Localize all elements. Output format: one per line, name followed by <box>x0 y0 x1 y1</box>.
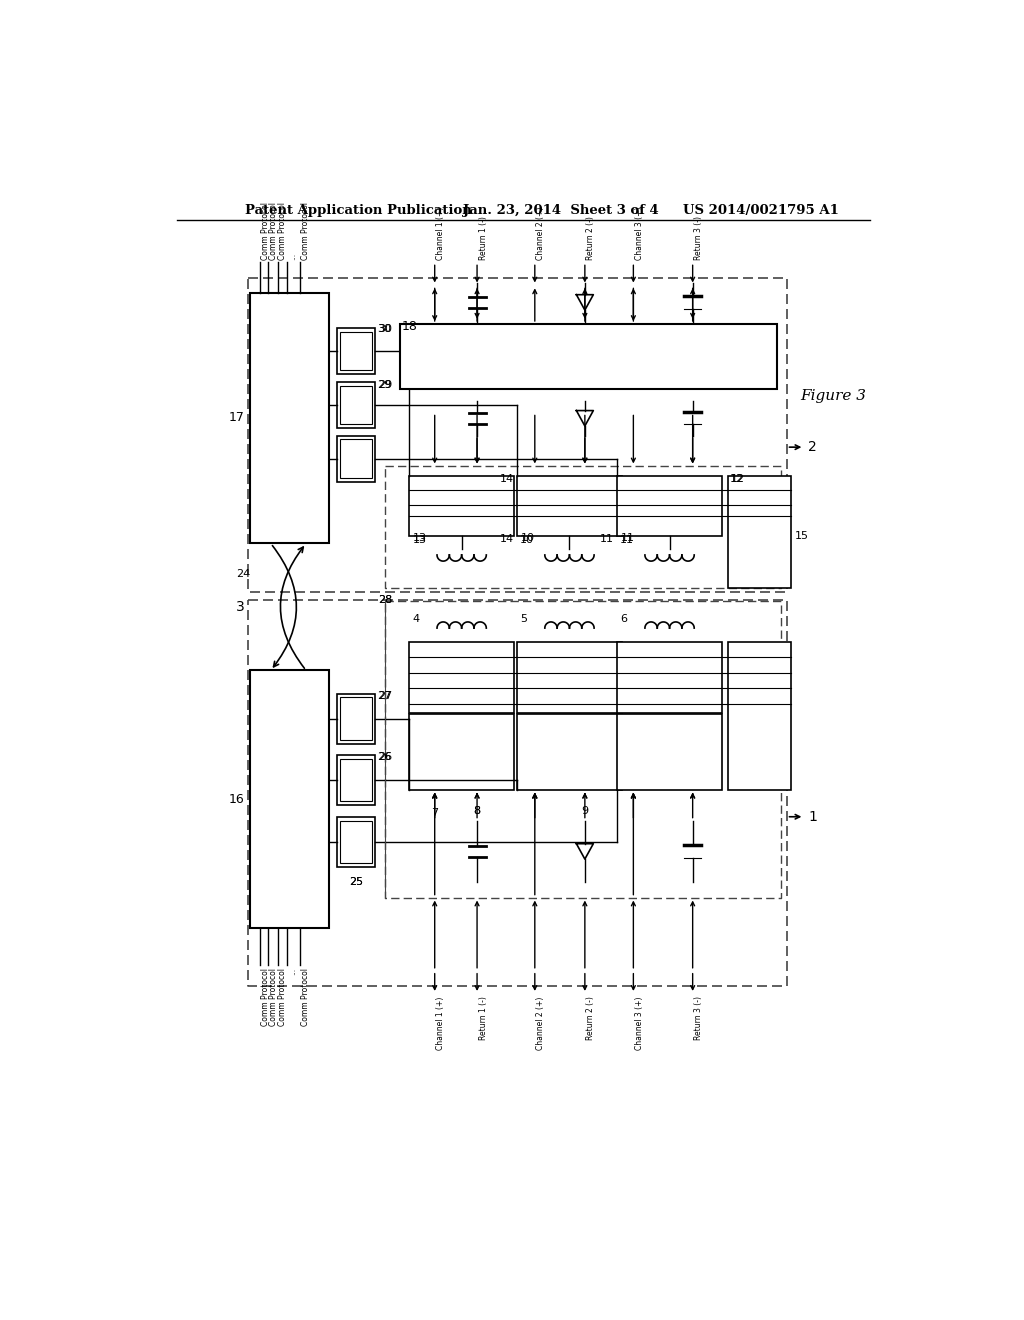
Text: 12: 12 <box>731 474 745 483</box>
Text: 29: 29 <box>377 380 391 389</box>
Text: 3: 3 <box>237 601 245 614</box>
Text: 15: 15 <box>795 531 809 541</box>
Bar <box>410 477 514 536</box>
Text: 12: 12 <box>730 474 743 483</box>
Bar <box>400 323 777 389</box>
Text: 5: 5 <box>520 614 527 624</box>
Bar <box>617 714 722 789</box>
Text: 27: 27 <box>377 690 391 701</box>
Text: 26: 26 <box>377 752 391 763</box>
Bar <box>617 642 722 713</box>
Text: Comm Protocol: Comm Protocol <box>261 202 269 260</box>
Text: Channel 1 (+): Channel 1 (+) <box>436 997 445 1049</box>
Bar <box>337 381 376 428</box>
Text: Channel 3 (+): Channel 3 (+) <box>635 997 644 1049</box>
Text: 8: 8 <box>473 807 480 816</box>
Text: Comm Protocol: Comm Protocol <box>269 968 279 1026</box>
Bar <box>340 821 373 863</box>
Text: 25: 25 <box>349 878 364 887</box>
Bar <box>340 440 373 478</box>
Bar <box>517 714 622 789</box>
Text: Return 3 (-): Return 3 (-) <box>694 216 703 260</box>
Text: Patent Application Publication: Patent Application Publication <box>245 205 471 218</box>
Text: ...: ... <box>288 968 297 974</box>
Text: 30: 30 <box>379 325 392 334</box>
Text: 2: 2 <box>808 440 817 454</box>
Text: Comm Protocol: Comm Protocol <box>279 202 288 260</box>
Bar <box>337 755 376 805</box>
Text: Channel 2 (+): Channel 2 (+) <box>537 207 546 260</box>
Text: Channel 2 (+): Channel 2 (+) <box>537 997 546 1049</box>
Text: US 2014/0021795 A1: US 2014/0021795 A1 <box>683 205 840 218</box>
Text: Channel 1 (+): Channel 1 (+) <box>436 207 445 260</box>
Bar <box>617 477 722 536</box>
Text: 14: 14 <box>500 533 514 544</box>
Text: 11: 11 <box>600 533 614 544</box>
Text: Return 2 (-): Return 2 (-) <box>587 997 595 1040</box>
Text: 10: 10 <box>521 533 535 543</box>
Text: 8: 8 <box>473 807 480 816</box>
Bar <box>340 697 373 739</box>
Bar <box>340 759 373 801</box>
Text: Figure 3: Figure 3 <box>801 388 866 403</box>
Text: 27: 27 <box>379 690 393 701</box>
Text: Return 1 (-): Return 1 (-) <box>478 997 487 1040</box>
Bar <box>410 642 514 713</box>
Bar <box>250 671 330 928</box>
Text: Comm Protocol: Comm Protocol <box>261 968 269 1026</box>
Text: Jan. 23, 2014  Sheet 3 of 4: Jan. 23, 2014 Sheet 3 of 4 <box>463 205 659 218</box>
Text: 11: 11 <box>621 535 634 545</box>
Bar <box>337 817 376 867</box>
Text: 28: 28 <box>379 594 393 605</box>
Bar <box>250 293 330 544</box>
Text: 29: 29 <box>379 380 393 389</box>
Text: Comm Protocol: Comm Protocol <box>279 968 288 1026</box>
Text: 10: 10 <box>520 535 535 545</box>
Text: Return 1 (-): Return 1 (-) <box>478 216 487 260</box>
Bar <box>517 642 622 713</box>
Text: 13: 13 <box>413 535 426 545</box>
Text: Return 2 (-): Return 2 (-) <box>587 216 595 260</box>
Text: Comm Protocol: Comm Protocol <box>301 202 309 260</box>
Text: Channel 3 (+): Channel 3 (+) <box>635 206 644 260</box>
Text: 4: 4 <box>413 614 420 624</box>
Text: ...: ... <box>288 253 297 260</box>
Text: 14: 14 <box>500 474 514 483</box>
Text: 16: 16 <box>228 792 245 805</box>
Bar <box>337 327 376 374</box>
Text: Comm Protocol: Comm Protocol <box>269 202 279 260</box>
Bar <box>340 385 373 424</box>
Text: Return 3 (-): Return 3 (-) <box>694 997 703 1040</box>
Bar <box>340 331 373 370</box>
Text: 24: 24 <box>237 569 250 579</box>
Text: 25: 25 <box>349 878 364 887</box>
Bar <box>728 642 792 789</box>
Text: 1: 1 <box>808 809 817 824</box>
Bar <box>517 477 622 536</box>
Text: 6: 6 <box>621 614 628 624</box>
Bar <box>728 477 792 589</box>
Text: 28: 28 <box>379 594 393 605</box>
Text: 30: 30 <box>377 325 391 334</box>
Text: 26: 26 <box>379 752 392 763</box>
Text: 7: 7 <box>431 808 438 818</box>
Bar <box>337 436 376 482</box>
Text: 17: 17 <box>228 412 245 425</box>
Text: 9: 9 <box>582 807 589 816</box>
Text: Comm Protocol: Comm Protocol <box>301 968 309 1026</box>
Text: 11: 11 <box>621 533 635 543</box>
Text: 18: 18 <box>401 319 418 333</box>
Text: 13: 13 <box>413 533 427 543</box>
Bar <box>337 693 376 743</box>
Bar <box>410 714 514 789</box>
